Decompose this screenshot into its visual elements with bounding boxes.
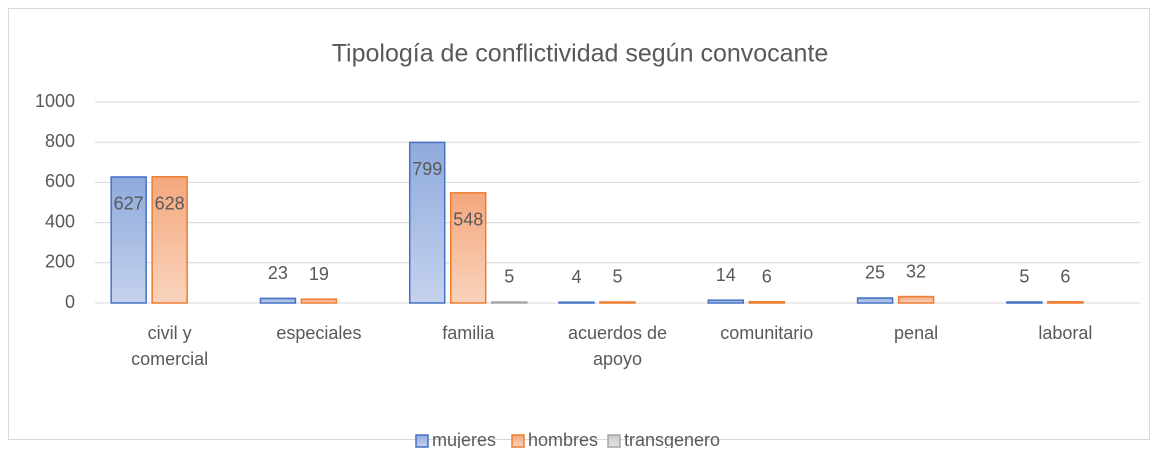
bar xyxy=(408,141,446,304)
bar xyxy=(110,176,147,304)
bar xyxy=(449,192,487,304)
bar xyxy=(748,301,786,304)
x-tick-label: especiales xyxy=(276,323,361,343)
bar xyxy=(1006,301,1043,304)
bar xyxy=(897,295,935,304)
data-label: 4 xyxy=(571,267,581,287)
data-label: 23 xyxy=(268,263,288,283)
legend-label: hombres xyxy=(528,430,598,448)
data-label: 5 xyxy=(504,267,514,287)
y-tick-label: 800 xyxy=(45,131,75,151)
bar xyxy=(151,176,188,304)
bar xyxy=(856,297,894,304)
bar xyxy=(558,301,595,304)
data-label: 799 xyxy=(412,159,442,179)
data-label: 6 xyxy=(762,267,772,287)
data-label: 628 xyxy=(155,194,185,214)
data-label: 6 xyxy=(1060,267,1070,287)
x-tick-label: laboral xyxy=(1038,323,1092,343)
data-label: 5 xyxy=(612,267,622,287)
y-tick-label: 600 xyxy=(45,171,75,191)
y-tick-label: 400 xyxy=(45,211,75,231)
x-tick-label: penal xyxy=(894,323,938,343)
y-tick-label: 0 xyxy=(65,292,75,312)
legend-swatch xyxy=(415,434,429,448)
bar xyxy=(259,297,297,304)
chart-frame xyxy=(8,8,1150,440)
x-tick-label: familia xyxy=(442,323,495,343)
y-tick-label: 1000 xyxy=(35,91,75,111)
data-label: 32 xyxy=(906,261,926,281)
bar xyxy=(1047,301,1084,304)
data-label: 548 xyxy=(453,210,483,230)
data-label: 25 xyxy=(865,263,885,283)
bar xyxy=(707,299,745,304)
data-label: 19 xyxy=(309,264,329,284)
bar xyxy=(490,301,528,304)
y-tick-label: 200 xyxy=(45,252,75,272)
data-label: 627 xyxy=(114,194,144,214)
x-tick-label: comunitario xyxy=(720,323,813,343)
legend-swatch xyxy=(511,434,525,448)
legend-label: mujeres xyxy=(432,430,496,448)
data-label: 5 xyxy=(1019,267,1029,287)
legend-label: transgenero xyxy=(624,430,720,448)
legend-swatch xyxy=(607,434,621,448)
bar xyxy=(599,301,636,304)
x-tick-label: civil y comercial xyxy=(131,323,208,369)
bar xyxy=(300,298,338,304)
chart-title: Tipología de conflictividad según convoc… xyxy=(332,40,829,68)
data-label: 14 xyxy=(716,265,736,285)
x-tick-label: acuerdos de apoyo xyxy=(568,323,667,369)
